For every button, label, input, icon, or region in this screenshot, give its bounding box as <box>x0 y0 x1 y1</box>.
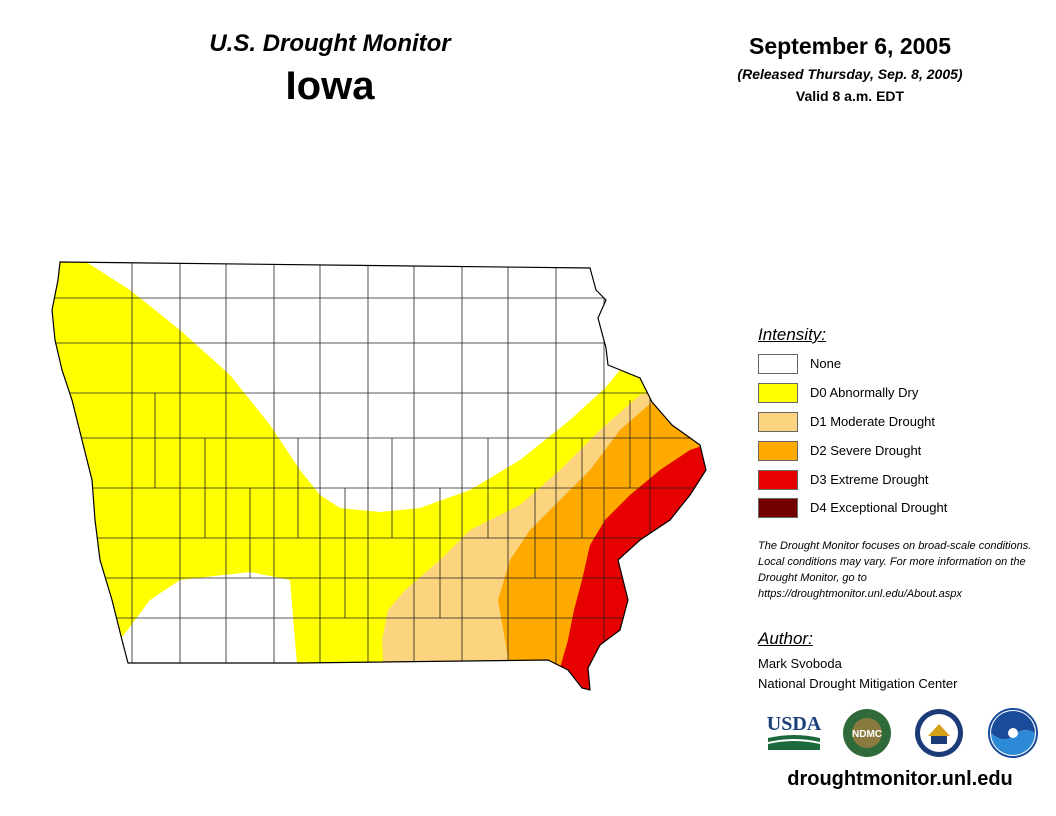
map-title: U.S. Drought Monitor <box>209 30 451 57</box>
legend-swatch <box>758 412 798 432</box>
author-name: Mark Svoboda <box>758 656 842 671</box>
legend-label: D4 Exceptional Drought <box>810 500 948 515</box>
info-note: The Drought Monitor focuses on broad-sca… <box>758 540 1032 600</box>
website-link[interactable]: droughtmonitor.unl.edu <box>787 768 1013 790</box>
usda-logo-icon: USDA <box>767 713 822 750</box>
commerce-seal-icon <box>915 709 963 757</box>
state-title: Iowa <box>285 64 375 108</box>
noaa-logo-icon <box>988 708 1038 758</box>
map-date: September 6, 2005 <box>748 33 951 59</box>
legend-title: Intensity: <box>758 325 827 344</box>
legend-swatch <box>758 383 798 403</box>
svg-text:USDA: USDA <box>767 713 822 735</box>
iowa-border <box>51 261 707 691</box>
legend-label: D2 Severe Drought <box>810 443 922 458</box>
legend-label: D3 Extreme Drought <box>810 472 929 487</box>
release-date: (Released Thursday, Sep. 8, 2005) <box>737 66 963 82</box>
legend-swatch <box>758 354 798 374</box>
legend-label: None <box>810 356 842 371</box>
legend-swatch <box>758 441 798 461</box>
legend-label: D1 Moderate Drought <box>810 414 936 429</box>
valid-time: Valid 8 a.m. EDT <box>795 88 905 104</box>
legend-swatch <box>758 470 798 490</box>
county-lines <box>52 262 706 690</box>
author-organization: National Drought Mitigation Center <box>758 676 958 691</box>
legend-swatch <box>758 498 798 518</box>
iowa-drought-map <box>51 261 707 691</box>
svg-text:NDMC: NDMC <box>852 729 882 740</box>
legend-label: D0 Abnormally Dry <box>810 385 919 400</box>
ndmc-logo-icon: NDMC <box>843 709 891 757</box>
author-heading: Author: <box>758 629 813 648</box>
